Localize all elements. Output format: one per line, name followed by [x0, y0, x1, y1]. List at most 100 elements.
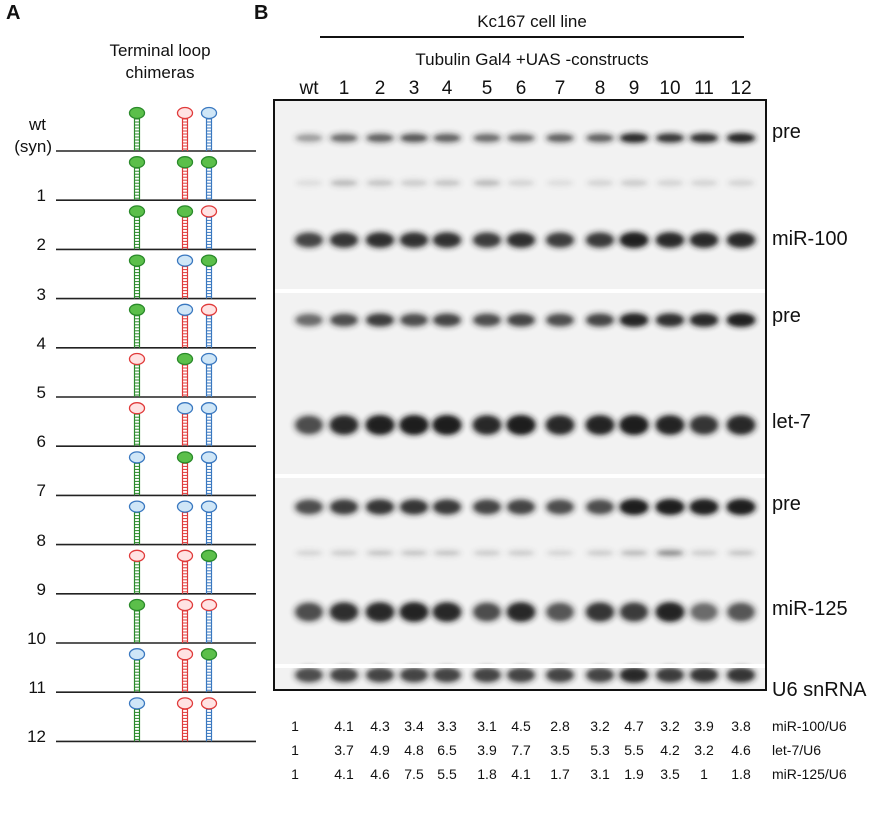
band-core: [622, 135, 646, 141]
band-core: [332, 180, 356, 186]
panel-a-title-line2: chimeras: [125, 63, 195, 82]
hairpin: [128, 549, 146, 594]
hairpin-row: [56, 303, 256, 349]
band-core: [729, 604, 753, 620]
band-core: [692, 234, 716, 246]
hairpin: [176, 254, 194, 299]
lane-label: 4: [441, 78, 453, 99]
band-core: [475, 234, 499, 246]
band-core: [475, 135, 499, 141]
band-core: [548, 417, 572, 433]
quant-row-label: miR-100/U6: [772, 718, 847, 734]
hairpin-row: [56, 451, 256, 497]
band-core: [402, 417, 426, 433]
band-row: [294, 178, 756, 188]
band-core: [402, 180, 426, 186]
hairpin-row: [56, 254, 256, 300]
terminal-loop-blue: [176, 254, 194, 267]
quant-value: 3.4: [404, 718, 424, 734]
row-label: 12: [27, 727, 46, 747]
band-core: [729, 135, 753, 141]
band-core: [475, 604, 499, 620]
band-core: [332, 315, 356, 325]
band-core: [658, 315, 682, 325]
lane-label: 11: [694, 78, 714, 99]
band-core: [509, 180, 533, 186]
band-core: [588, 669, 612, 681]
quant-value: 2.8: [550, 718, 570, 734]
band-core: [332, 501, 356, 513]
band-core: [435, 180, 459, 186]
terminal-loop-blue: [200, 352, 218, 366]
hairpin: [176, 402, 194, 447]
band-core: [658, 501, 682, 513]
hairpin-row: [56, 697, 256, 743]
terminal-loop-blue: [128, 500, 146, 513]
band-core: [622, 315, 646, 325]
terminal-loop-green: [176, 156, 194, 169]
band-core: [332, 669, 356, 681]
hairpin: [128, 500, 146, 545]
blot-separator: [274, 289, 766, 293]
hairpin-row: [56, 549, 256, 595]
band-core: [475, 669, 499, 681]
terminal-loop-red: [200, 303, 218, 316]
lane-label: 1: [338, 78, 350, 99]
band-label: pre: [772, 493, 801, 515]
band-core: [729, 501, 753, 513]
blot-separator: [274, 664, 766, 668]
quant-value: 3.9: [477, 742, 497, 758]
band-core: [588, 551, 612, 555]
band-core: [658, 234, 682, 246]
quant-value: 3.2: [694, 742, 714, 758]
band-core: [435, 501, 459, 513]
band-core: [729, 417, 753, 433]
band-core: [509, 315, 533, 325]
quant-value: 4.6: [370, 766, 390, 782]
lane-label: wt: [299, 78, 319, 99]
terminal-loop-green: [176, 352, 194, 366]
band-row: [294, 499, 756, 515]
hairpin: [200, 254, 218, 299]
hairpin: [176, 598, 194, 643]
quant-value: 1: [291, 718, 299, 734]
terminal-loop-blue: [176, 500, 194, 513]
northern-blot: [273, 99, 767, 691]
hairpin: [200, 500, 218, 545]
hairpin: [128, 106, 146, 151]
quant-value: 4.3: [370, 718, 390, 734]
band-core: [658, 669, 682, 681]
band-core: [297, 234, 321, 246]
hairpin: [128, 402, 146, 447]
band-core: [368, 551, 392, 555]
quant-value: 5.3: [590, 742, 610, 758]
band-label: pre: [772, 121, 801, 143]
band-core: [402, 234, 426, 246]
hairpin: [200, 549, 218, 594]
quant-value: 5.5: [437, 766, 457, 782]
row-label: wt: [29, 115, 46, 134]
band-core: [297, 669, 321, 681]
band-core: [509, 604, 533, 620]
quant-value: 7.7: [511, 742, 531, 758]
band-row: [294, 549, 756, 557]
row-label: 1: [36, 186, 46, 206]
terminal-loop-green: [128, 254, 146, 267]
band-core: [548, 135, 572, 141]
hairpin: [176, 106, 194, 151]
lane-label: 9: [628, 78, 640, 99]
hairpin-row: [56, 402, 256, 448]
terminal-loop-red: [200, 598, 218, 612]
hairpin-row: [56, 500, 256, 546]
terminal-loop-blue: [176, 303, 194, 316]
band-core: [435, 135, 459, 141]
quant-value: 4.1: [334, 718, 354, 734]
band-core: [509, 551, 533, 555]
band: [545, 178, 575, 188]
band-core: [435, 604, 459, 620]
band-core: [332, 551, 356, 555]
row-label: 6: [36, 432, 46, 452]
band-core: [692, 417, 716, 433]
terminal-loop-green: [176, 451, 194, 464]
hairpin-row: [56, 205, 256, 251]
